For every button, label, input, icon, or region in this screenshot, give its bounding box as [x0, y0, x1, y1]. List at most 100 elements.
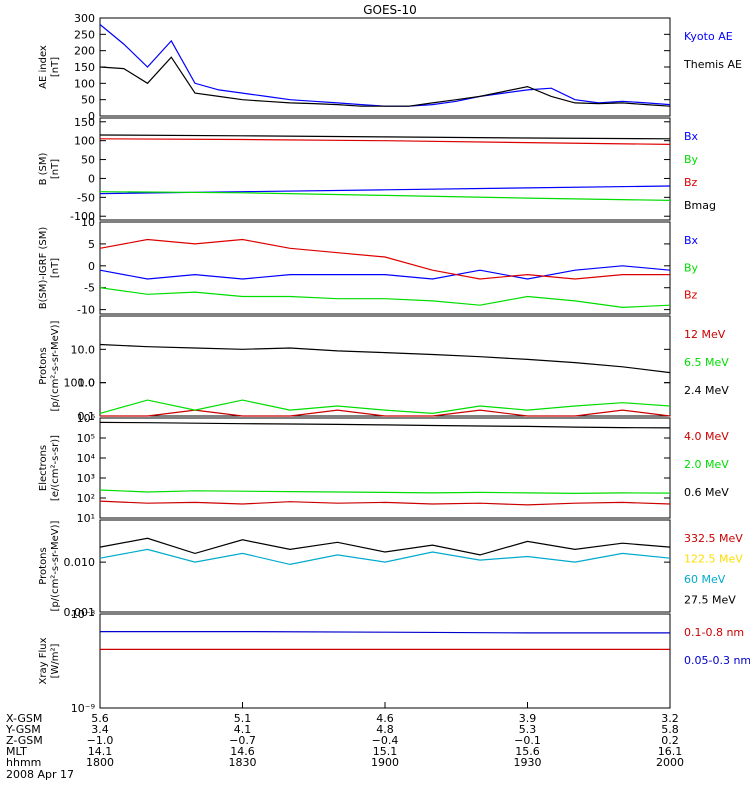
legend-entry: Kyoto AE — [684, 30, 733, 43]
legend-entry: 60 MeV — [684, 573, 726, 586]
y-axis-label: Electrons[e/(cm²-s-sr)] — [38, 435, 61, 501]
y-tick-label: 50 — [81, 154, 95, 167]
legend-entry: 0.1-0.8 nm — [684, 626, 744, 639]
y-axis-label: Xray Flux[W/m²] — [38, 637, 61, 684]
date-label: 2008 Apr 17 — [6, 768, 74, 781]
y-axis-label: B(SM)-IGRF (SM)[nT] — [38, 227, 61, 310]
y-tick-label: 5 — [88, 238, 95, 251]
panel-5: 10¹ 10² 10³ 10⁴ 10⁵ 10⁶ Electrons[e/(cm²-s-sr)… — [38, 412, 729, 525]
y-tick-label: 300 — [74, 12, 95, 25]
series-line — [99, 343, 671, 374]
panel-frame — [99, 315, 671, 417]
y-axis-label-line: [p/(cm²-s-sr-MeV)] — [50, 520, 61, 611]
y-tick-label: 10⁶ — [77, 412, 96, 425]
ephemeris-value: 1830 — [229, 756, 257, 769]
y-tick-label: 10.0 — [71, 343, 96, 356]
ephemeris-value: −1.0 — [87, 734, 114, 747]
ephemeris-value: 1930 — [514, 756, 542, 769]
y-axis-label-line: [e/(cm²-s-sr)] — [50, 435, 61, 501]
y-axis-label: B (SM)[nT] — [38, 152, 61, 185]
ephemeris-value: 5.8 — [661, 723, 679, 736]
legend-entry: By — [684, 153, 699, 166]
y-axis-label-line: AE index — [38, 45, 49, 89]
ephemeris-value: 5.6 — [91, 712, 109, 725]
y-axis-label-line: Electrons — [38, 445, 49, 491]
series-line — [99, 489, 671, 495]
ephemeris-value: 1800 — [86, 756, 114, 769]
panel-4: 0.11.010.0100.0Protons[p/(cm²-s-sr-MeV)]… — [38, 315, 729, 423]
ephemeris-value: −0.7 — [229, 734, 256, 747]
legend-entry: Themis AE — [683, 58, 742, 71]
y-tick-label: 0.010 — [64, 556, 96, 569]
y-axis-label: AE index[nT] — [38, 45, 61, 89]
y-tick-label: 100 — [74, 135, 95, 148]
ephemeris-row-label: hhmm — [6, 756, 41, 769]
ephemeris-value: 4.1 — [234, 723, 252, 736]
ephemeris-row-label: MLT — [6, 745, 27, 758]
ephemeris-value: 5.1 — [234, 712, 252, 725]
figure-title: GOES-10 — [363, 3, 417, 17]
y-axis-label-line: B(SM)-IGRF (SM) — [38, 227, 49, 310]
ephemeris-row-label: X-GSM — [6, 712, 42, 725]
series-line — [99, 138, 671, 145]
ephemeris-value: 2000 — [656, 756, 684, 769]
series-line — [99, 134, 671, 140]
panel-1: 0 50 100 150 200 250 300 AE index[nT] Kyoto AE Th… — [38, 12, 742, 123]
legend-entry: By — [684, 261, 699, 274]
series-line — [99, 238, 670, 280]
legend-entry: Bx — [684, 234, 699, 247]
series-line — [99, 191, 671, 201]
ephemeris-value: 0.2 — [661, 734, 679, 747]
series-line — [99, 265, 671, 280]
panel-frame — [99, 613, 671, 709]
ephemeris-value: 3.9 — [519, 712, 537, 725]
y-tick-label: -50 — [77, 191, 95, 204]
panel-3: -10 -5 0 5 10 B(SM)-IGRF (SM)[nT] Bx By Bz — [38, 216, 699, 317]
panel-frame — [99, 117, 671, 221]
y-tick-label: 10 — [81, 216, 95, 229]
ephemeris-value: 4.6 — [376, 712, 394, 725]
y-tick-label: 0 — [88, 260, 95, 273]
y-axis-label-line: [W/m²] — [50, 643, 61, 678]
y-tick-label: 10⁵ — [77, 432, 95, 445]
legend-entry: 0.05-0.3 nm — [684, 654, 750, 667]
series-line — [99, 537, 671, 556]
ephemeris-value: 14.6 — [230, 745, 255, 758]
legend-entry: Bmag — [684, 199, 716, 212]
y-axis-label-line: [nT] — [50, 57, 61, 77]
y-axis-label: Protons[p/(cm²-s-sr-MeV)] — [38, 320, 61, 411]
legend-entry: 6.5 MeV — [684, 356, 729, 369]
y-axis-label-line: [nT] — [50, 258, 61, 278]
legend-entry: Bz — [684, 176, 698, 189]
y-tick-label: 100 — [74, 77, 95, 90]
series-line — [100, 409, 671, 417]
y-tick-label: -5 — [84, 282, 95, 295]
legend-entry: 332.5 MeV — [684, 532, 743, 545]
ephemeris-value: 1900 — [371, 756, 399, 769]
ephemeris-value: 15.1 — [373, 745, 398, 758]
legend-entry: Bz — [684, 289, 698, 302]
panel-frame — [99, 417, 671, 519]
y-tick-label: -10 — [77, 304, 95, 317]
y-axis-label-line: Protons — [38, 347, 49, 384]
y-tick-label: 1.0 — [78, 377, 96, 390]
ephemeris-value: −0.1 — [514, 734, 541, 747]
legend-entry: Bx — [684, 130, 699, 143]
y-tick-label: 10¹ — [77, 512, 95, 525]
legend-entry: 0.6 MeV — [684, 486, 729, 499]
panel-2: -100 -50 0 50 100 150 B (SM)[nT] Bx By Bz Bmag — [38, 116, 716, 223]
legend-entry: 2.0 MeV — [684, 458, 729, 471]
y-axis-label-line: B (SM) — [38, 152, 49, 185]
ephemeris-value: 16.1 — [658, 745, 683, 758]
y-tick-label: 200 — [74, 45, 95, 58]
y-tick-label: 0.001 — [64, 606, 96, 619]
y-tick-label: 10⁻⁹ — [71, 702, 95, 715]
series-line — [99, 421, 671, 429]
y-axis-label-line: Protons — [38, 547, 49, 584]
ephemeris-value: 14.1 — [88, 745, 113, 758]
panel-frame — [99, 221, 671, 315]
series-line — [100, 630, 670, 634]
y-tick-label: 10⁻⁸ — [71, 608, 96, 621]
y-tick-label: 10³ — [77, 472, 95, 485]
